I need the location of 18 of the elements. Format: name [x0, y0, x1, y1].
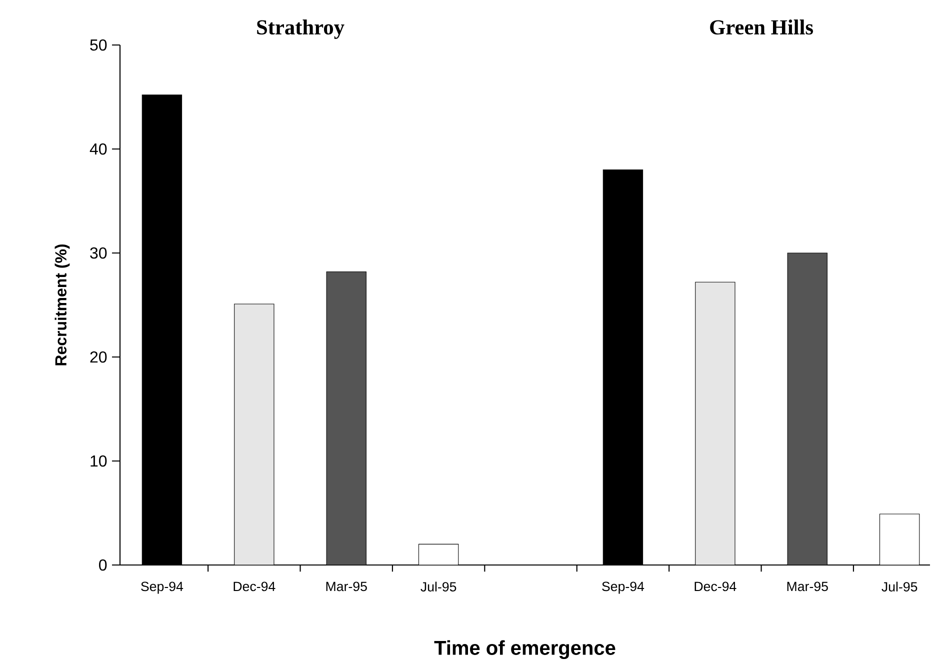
- y-tick-label: 20: [90, 351, 107, 363]
- y-axis-title: Recruitment (%): [54, 244, 70, 366]
- text: Green Hills: [710, 20, 813, 35]
- x-tick-label: Mar-95: [787, 582, 828, 592]
- y-tick-label: 40: [90, 143, 107, 155]
- x-tick-label: Jul-95: [420, 582, 456, 592]
- y-tick-label: 0: [99, 559, 107, 571]
- text: Strathroy: [257, 20, 344, 39]
- x-tick-label: Sep-94: [141, 582, 184, 594]
- y-tick-label: 30: [90, 247, 107, 259]
- x-axis-title: Time of emergence: [434, 640, 616, 660]
- x-tick-label: Dec-94: [234, 582, 276, 592]
- x-tick-label: Dec-94: [694, 582, 736, 592]
- x-tick-label: Mar-95: [326, 582, 367, 592]
- x-tick-label: Jul-95: [882, 582, 918, 592]
- y-tick-label: 10: [90, 455, 107, 467]
- x-tick-label: Sep-94: [602, 582, 644, 594]
- y-tick-label: 50: [90, 39, 107, 51]
